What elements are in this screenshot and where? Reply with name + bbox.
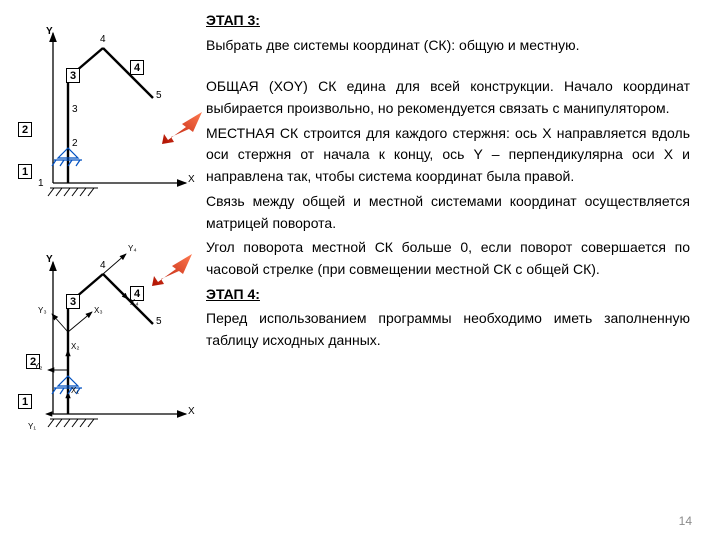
node-1: 1	[38, 178, 44, 189]
red-arrow-top	[162, 110, 206, 144]
elem-1b: 1	[18, 394, 32, 409]
elem-3: 3	[66, 68, 80, 83]
node-4b: 4	[100, 260, 106, 271]
lbl-x2: X₂	[71, 342, 79, 351]
stage3-heading: ЭТАП 3:	[206, 10, 690, 32]
stage3-title: ЭТАП 3:	[206, 12, 260, 28]
page-root: Y X 1 2 3 4 5 1 2 3 4	[0, 0, 720, 540]
stage4-heading: ЭТАП 4:	[206, 284, 690, 306]
axis-x: X	[188, 174, 195, 185]
stage4-title: ЭТАП 4:	[206, 286, 260, 302]
lbl-x3: X₃	[94, 306, 103, 315]
text-column: ЭТАП 3: Выбрать две системы координат (С…	[200, 0, 720, 540]
diagrams-column: Y X 1 2 3 4 5 1 2 3 4	[0, 0, 200, 540]
elem-3b: 3	[66, 294, 80, 309]
lbl-y2: Y₂	[34, 362, 42, 371]
node-4: 4	[100, 34, 106, 45]
page-number: 14	[679, 514, 692, 528]
lbl-x4: X₄	[130, 298, 139, 307]
stage4-line1: Перед использованием программы необходим…	[206, 308, 690, 351]
para-local: МЕСТНАЯ СК строится для каждого стержня:…	[206, 123, 690, 188]
node-5: 5	[156, 90, 162, 101]
lbl-y1: Y₁	[28, 422, 36, 431]
axis-x-b: X	[188, 406, 195, 417]
para-angle: Угол поворота местной СК больше 0, если …	[206, 237, 690, 280]
node-3: 3	[72, 104, 78, 115]
node-2: 2	[72, 138, 78, 149]
para-global: ОБЩАЯ (XOY) СК едина для всей конструкци…	[206, 76, 690, 119]
lbl-y3: Y₃	[38, 306, 47, 315]
axis-y: Y	[46, 26, 53, 37]
elem-4: 4	[130, 60, 144, 75]
elem-2: 2	[18, 122, 32, 137]
axis-y-b: Y	[46, 254, 53, 265]
para-link: Связь между общей и местной системами ко…	[206, 191, 690, 234]
lbl-y4: Y₄	[128, 244, 137, 253]
spacer	[206, 59, 690, 73]
red-arrow-bottom	[152, 252, 196, 286]
lbl-x1: X₁	[71, 386, 79, 395]
stage3-line1: Выбрать две системы координат (СК): общу…	[206, 35, 690, 57]
node-5b: 5	[156, 316, 162, 327]
elem-1: 1	[18, 164, 32, 179]
